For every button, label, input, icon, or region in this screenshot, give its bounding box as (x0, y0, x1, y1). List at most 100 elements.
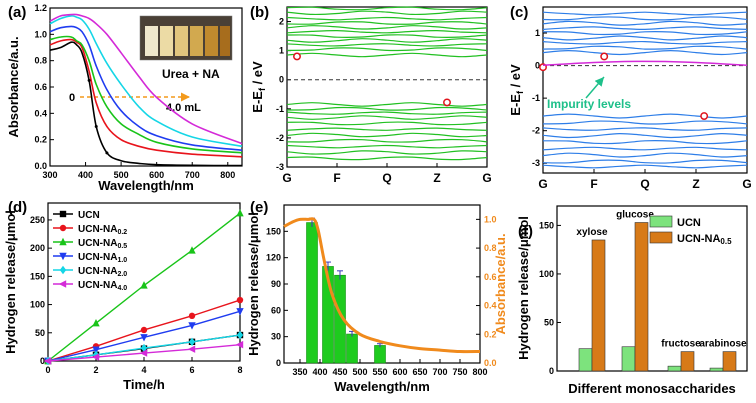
conduction-band (286, 52, 488, 58)
x-a-tick-label: 700 (185, 170, 200, 180)
y-d-tick-label: 250 (30, 215, 45, 225)
legend-subscript-d: 4.0 (117, 285, 127, 292)
valence-band (286, 127, 488, 131)
legend-label-d: UCN-NA4.0 (78, 280, 127, 292)
data-point-d (139, 349, 148, 357)
annotation-urea-na: Urea + NA (162, 67, 220, 81)
valence-band (286, 150, 488, 155)
y-d-tick-label: 100 (30, 300, 45, 310)
x-e-tick-label: 650 (412, 367, 427, 377)
xlabel-f: Different monosaccharides (568, 381, 736, 396)
y-a-tick-label: 0.2 (34, 135, 47, 145)
legend-subscript-d: 0.5 (117, 243, 127, 250)
valence-band (286, 138, 488, 143)
x-e-tick-label: 550 (372, 367, 387, 377)
valence-band (542, 164, 748, 169)
x-d-tick-label: 6 (189, 365, 194, 375)
valence-band (542, 152, 748, 158)
legend-label-f: UCN (677, 217, 701, 229)
y-a-tick-label: 0.4 (34, 108, 47, 118)
annotation-4ml: 4.0 mL (166, 102, 201, 114)
valence-band (286, 121, 488, 126)
kpoint-label: G (742, 177, 751, 191)
conduction-band (286, 29, 488, 34)
impurity-arrow (585, 76, 605, 99)
valence-band (286, 106, 488, 111)
legend-marker-d (59, 265, 67, 275)
legend-marker-d (59, 210, 67, 218)
panel-f: (f) Hydrogen release/μmol Different mono… (516, 205, 748, 396)
bar-e (346, 333, 358, 364)
x-e-tick-label: 750 (452, 367, 467, 377)
annotation-zero: 0 (69, 92, 75, 104)
data-point-d (187, 345, 196, 353)
y-pc-tick-label: 0 (535, 61, 540, 71)
legend-marker-d (59, 224, 67, 232)
ylabel2-e: Absorbance/a.u. (493, 233, 508, 334)
data-point-d (43, 357, 52, 365)
conduction-band (286, 16, 488, 21)
valence-band (542, 140, 748, 145)
data-point-d (140, 281, 148, 289)
valence-band (542, 132, 748, 139)
absorbance-line-e (283, 217, 481, 354)
y-pb-tick-label: 2 (279, 17, 284, 27)
legend-swatch-f (649, 231, 673, 244)
conduction-band (286, 10, 488, 16)
conduction-band (542, 40, 748, 45)
y-e-tick-label: 30 (271, 332, 281, 342)
conduction-band (286, 25, 488, 30)
panel-label-b: (b) (250, 4, 269, 21)
point-a (87, 78, 91, 82)
y-f-tick-label: 0 (549, 366, 554, 376)
legend-subscript-d: 2.0 (117, 271, 127, 278)
ylabel-b: E-Ef / eV (250, 61, 267, 113)
category-label-f: arabinose (699, 339, 747, 350)
data-point-d (92, 346, 100, 354)
data-point-d (236, 296, 244, 304)
xlabel-a: Wavelength/nm (98, 178, 194, 193)
data-point-d (236, 208, 244, 217)
y-a-tick-label: 0.6 (34, 82, 47, 92)
legend-label-d: UCN-NA0.5 (78, 238, 127, 250)
data-point-d (140, 343, 148, 353)
vial-photo (139, 15, 233, 61)
x-e-tick-label: 400 (312, 367, 327, 377)
bar-f (578, 348, 593, 372)
series-line-a-3 (49, 25, 243, 151)
y-pb-tick-label: 0 (279, 75, 284, 85)
conduction-band (286, 38, 488, 43)
x-e-tick-label: 600 (392, 367, 407, 377)
y-d-tick-label: 50 (35, 328, 45, 338)
y2-e-tick-label: 0.4 (484, 301, 497, 311)
kpoint-label: Q (382, 171, 391, 185)
valence-band (286, 111, 488, 115)
bar-f (667, 365, 682, 372)
bar-f (680, 351, 695, 372)
kpoint-label: F (333, 171, 340, 185)
y-d-tick-label: 0 (40, 356, 45, 366)
y-e-tick-label: 90 (271, 279, 281, 289)
panel-c: (c) E-Ef / eV Impurity levels G F Q Z G -3 -2 -… (508, 4, 752, 191)
conduction-band (286, 34, 488, 38)
y-pb-tick-label: -1 (276, 104, 284, 114)
y-a-tick-label: 0.8 (34, 56, 47, 66)
x-d-tick-label: 4 (141, 365, 146, 375)
data-point-d (235, 340, 244, 349)
kpoint-label: G (482, 171, 491, 185)
kpoint-label: F (590, 177, 597, 191)
x-e-tick-label: 500 (352, 367, 367, 377)
y-e-tick-label: 120 (266, 253, 281, 263)
data-point-d (236, 308, 244, 316)
ylabel-c: E-Ef / eV (508, 64, 525, 116)
series-line-a-2 (49, 35, 243, 154)
conduction-band (286, 43, 488, 47)
data-point-d (188, 337, 196, 347)
legend-marker-d (59, 237, 67, 246)
series-line-a-5 (49, 13, 243, 145)
series-line-a-1 (49, 38, 243, 158)
x-a-tick-label: 400 (78, 170, 93, 180)
x-d-tick-label: 8 (237, 365, 242, 375)
y-d-tick-label: 200 (30, 243, 45, 253)
